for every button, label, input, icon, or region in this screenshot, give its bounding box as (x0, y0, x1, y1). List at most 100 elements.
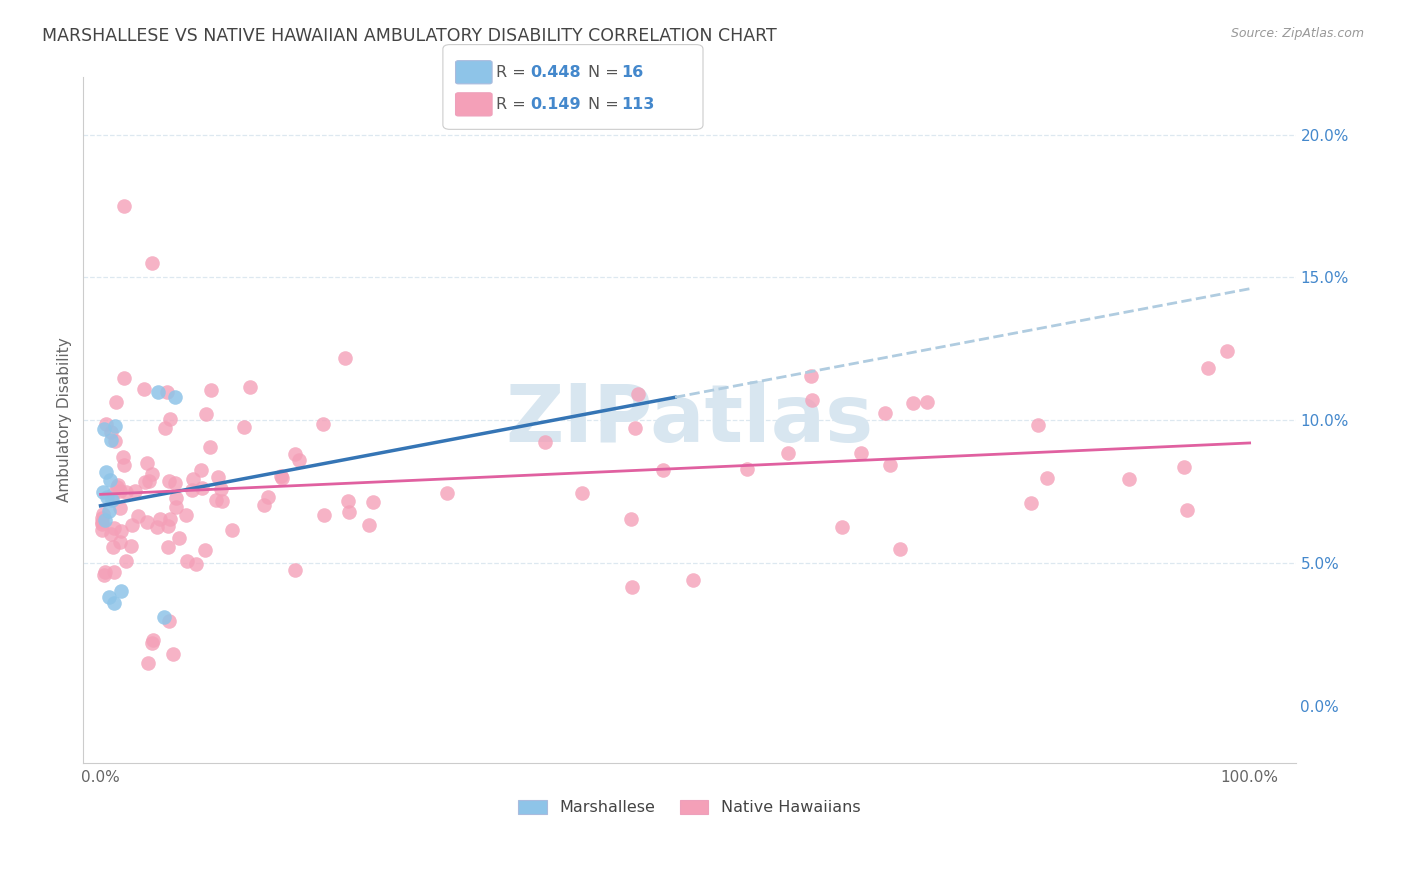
Point (100, 433, 122, 447)
Point (232, 420, 254, 434)
Point (107, 478, 129, 492)
Point (90, 524, 112, 538)
Point (312, 417, 335, 431)
Point (146, 519, 169, 533)
Point (103, 566, 125, 580)
Point (155, 384, 177, 399)
Point (97, 504, 120, 518)
Point (735, 462, 758, 476)
Point (778, 446, 800, 460)
Point (314, 508, 336, 522)
Point (359, 517, 381, 532)
Point (174, 508, 197, 523)
Point (110, 524, 132, 538)
Point (157, 540, 180, 554)
Point (110, 483, 132, 498)
Point (624, 421, 647, 435)
Point (110, 500, 132, 515)
Point (1019, 496, 1042, 510)
Point (159, 412, 181, 426)
Text: 0.149: 0.149 (530, 97, 581, 112)
Point (127, 509, 149, 524)
Point (180, 483, 202, 497)
Point (256, 491, 278, 505)
Point (190, 463, 212, 477)
Point (112, 199, 135, 213)
Point (801, 393, 824, 408)
Point (112, 371, 135, 385)
Point (134, 475, 156, 490)
Point (166, 491, 188, 506)
Point (103, 521, 125, 535)
Point (194, 542, 217, 557)
Point (162, 647, 184, 661)
Point (283, 563, 305, 577)
Point (800, 369, 823, 384)
Point (284, 447, 307, 461)
Point (831, 520, 853, 534)
Point (1175, 503, 1198, 517)
Text: MARSHALLESE VS NATIVE HAWAIIAN AMBULATORY DISABILITY CORRELATION CHART: MARSHALLESE VS NATIVE HAWAIIAN AMBULATOR… (42, 27, 778, 45)
Point (91, 507, 114, 521)
Point (94, 417, 117, 431)
Point (221, 523, 243, 537)
Point (94, 566, 117, 580)
Point (136, 656, 159, 670)
Point (100, 425, 122, 439)
Point (1118, 471, 1140, 485)
Point (90, 515, 112, 529)
Point (198, 440, 221, 454)
Point (205, 492, 228, 507)
Point (651, 463, 673, 477)
Point (94, 513, 117, 527)
Point (915, 395, 938, 409)
Point (194, 408, 217, 422)
Point (627, 387, 650, 401)
Point (271, 471, 294, 485)
Point (165, 390, 187, 404)
Point (207, 470, 229, 484)
Point (533, 435, 555, 450)
Point (571, 486, 593, 500)
Point (879, 458, 901, 472)
Point (889, 541, 911, 556)
Point (138, 474, 160, 488)
Point (157, 474, 180, 488)
Point (153, 421, 176, 435)
Point (105, 480, 128, 494)
Point (1028, 417, 1050, 432)
Point (110, 584, 132, 599)
Point (115, 553, 138, 567)
Point (621, 580, 644, 594)
Text: N =: N = (588, 97, 624, 112)
Point (186, 557, 208, 571)
Legend: Marshallese, Native Hawaiians: Marshallese, Native Hawaiians (510, 792, 869, 823)
Point (288, 452, 311, 467)
Point (111, 450, 134, 464)
Point (200, 383, 222, 397)
Point (91, 484, 114, 499)
Point (337, 505, 360, 519)
Point (436, 486, 458, 500)
Point (620, 512, 643, 526)
Y-axis label: Ambulatory Disability: Ambulatory Disability (58, 338, 72, 502)
Point (181, 472, 204, 486)
Point (100, 527, 122, 541)
Point (209, 482, 232, 496)
Point (115, 485, 138, 500)
Point (176, 554, 198, 568)
Point (1197, 361, 1219, 376)
Point (93, 422, 115, 436)
Point (134, 383, 156, 397)
Point (104, 418, 127, 433)
Point (165, 500, 187, 514)
Text: 16: 16 (621, 65, 644, 79)
Point (238, 380, 260, 394)
Text: 0.448: 0.448 (530, 65, 581, 79)
Text: 113: 113 (621, 97, 655, 112)
Point (112, 458, 135, 472)
Point (108, 534, 131, 549)
Point (142, 632, 165, 647)
Point (141, 636, 163, 650)
Point (163, 475, 186, 490)
